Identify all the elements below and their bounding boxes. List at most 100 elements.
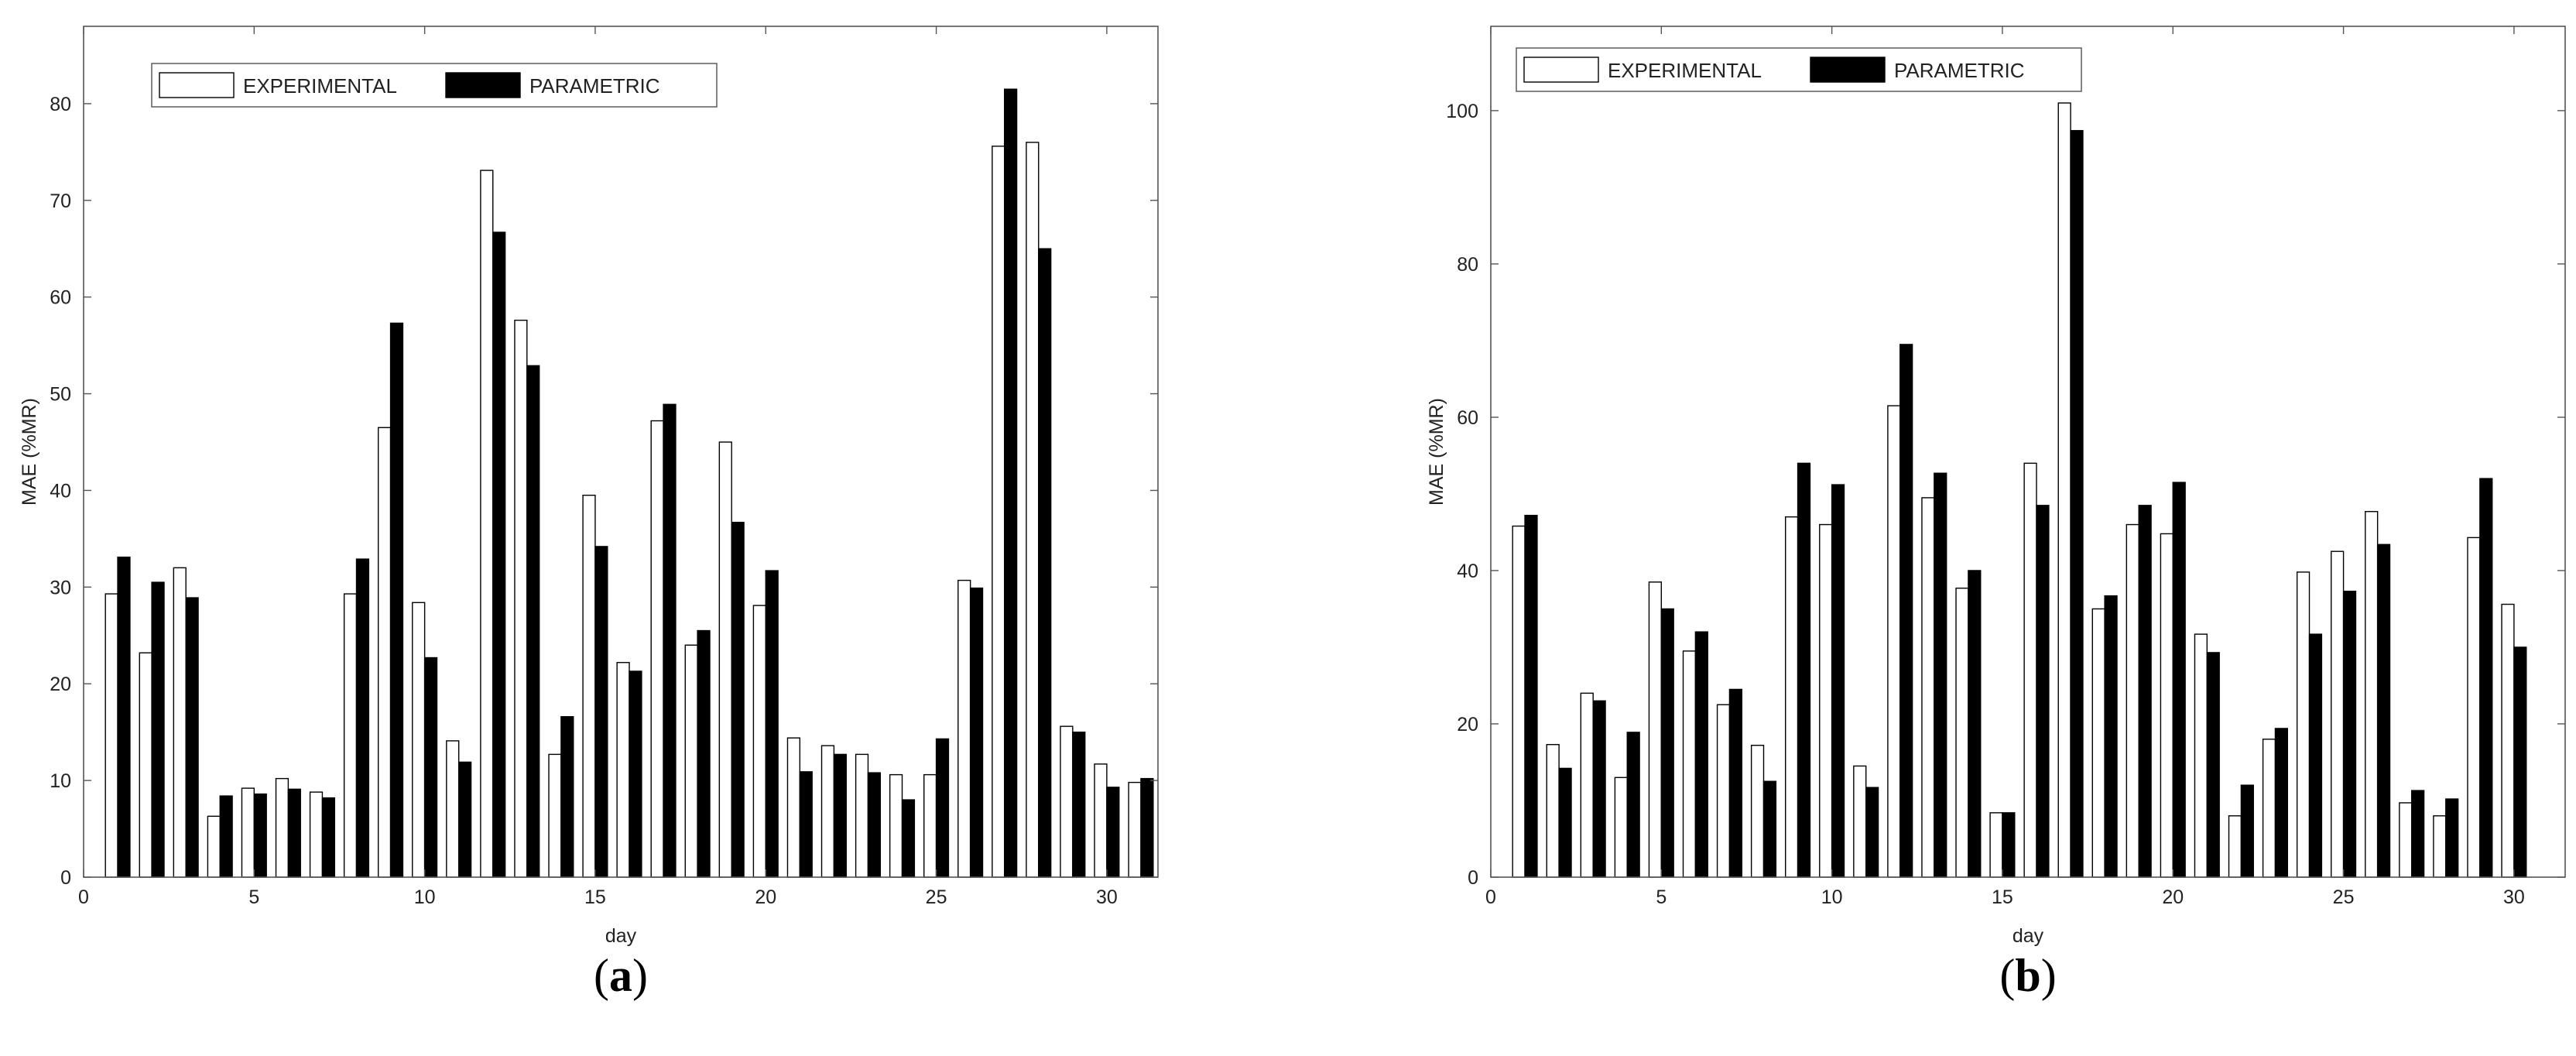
bar-experimental-17 (650, 420, 664, 878)
bar-experimental-6 (275, 777, 289, 878)
bar-parametric-25 (935, 738, 950, 878)
bar-parametric-26 (2376, 543, 2391, 878)
bar-experimental-9 (378, 427, 392, 878)
chart-panel-b: 0 5 10 15 20 25 30 0 20 40 60 80 100 day MAE (%MR) EXPE… (1426, 26, 2566, 1001)
bar-parametric-20 (2172, 482, 2186, 878)
bar-experimental-24 (2296, 571, 2311, 878)
bar-parametric-4 (219, 795, 233, 878)
bar-parametric-1 (1524, 514, 1538, 878)
y-tick-label: 100 (1446, 101, 1478, 122)
y-tick-label: 70 (50, 190, 71, 212)
bar-parametric-18 (2104, 595, 2118, 878)
bar-experimental-16 (616, 662, 630, 878)
bar-experimental-25 (923, 773, 937, 878)
bar-experimental-12 (1887, 405, 1901, 878)
bar-parametric-12 (492, 231, 506, 878)
bar-experimental-20 (2160, 533, 2174, 878)
bar-experimental-3 (1580, 692, 1594, 878)
y-tick-label: 0 (60, 867, 71, 889)
bar-parametric-16 (629, 670, 642, 878)
bars (104, 88, 1154, 878)
bar-experimental-8 (1750, 745, 1765, 878)
bar-experimental-23 (2262, 739, 2276, 878)
bar-experimental-9 (1785, 516, 1799, 878)
bar-experimental-13 (514, 319, 528, 878)
bar-experimental-5 (1648, 581, 1663, 878)
bar-parametric-14 (560, 715, 574, 878)
bar-experimental-6 (1682, 650, 1697, 878)
y-tick-label: 40 (1457, 561, 1478, 582)
x-tick-label: 30 (1096, 886, 1118, 908)
caption-letter: b (2015, 950, 2040, 1001)
bar-parametric-6 (1694, 631, 1708, 878)
bar-experimental-27 (2399, 802, 2413, 878)
plot-area-frame (83, 26, 1159, 878)
bar-experimental-1 (104, 593, 118, 878)
bar-experimental-3 (173, 567, 187, 878)
bar-parametric-28 (2445, 798, 2459, 878)
bar-parametric-2 (1558, 767, 1572, 878)
bar-experimental-30 (1094, 763, 1108, 878)
panel-caption: (b) (1999, 950, 2056, 1001)
bar-experimental-14 (1955, 588, 1969, 878)
bar-experimental-15 (582, 495, 596, 878)
bar-parametric-8 (355, 558, 370, 878)
bar-parametric-11 (458, 761, 472, 878)
x-tick-label: 15 (1992, 886, 2013, 908)
bar-experimental-7 (1716, 704, 1731, 878)
bar-experimental-26 (2365, 511, 2379, 878)
y-tick-label: 10 (50, 770, 71, 792)
x-tick-label: 10 (414, 886, 436, 908)
bar-experimental-10 (1819, 523, 1833, 878)
bar-experimental-2 (139, 652, 152, 878)
y-tick-label: 40 (50, 480, 71, 502)
bar-parametric-2 (151, 581, 165, 878)
bar-parametric-24 (2308, 633, 2323, 878)
x-tick-label: 0 (78, 886, 89, 908)
bar-experimental-11 (446, 740, 460, 878)
legend-label-parametric: PARAMETRIC (1894, 59, 2025, 82)
x-tick-label: 5 (248, 886, 259, 908)
bar-parametric-12 (1899, 344, 1913, 878)
x-tick-label: 15 (584, 886, 606, 908)
bar-parametric-17 (2070, 129, 2084, 878)
bar-parametric-7 (1728, 688, 1742, 878)
bar-experimental-17 (2057, 102, 2071, 878)
bar-parametric-29 (2479, 478, 2493, 878)
legend: EXPERIMENTAL PARAMETRIC (151, 63, 718, 108)
caption-paren-open: ( (594, 950, 609, 1001)
bar-parametric-27 (2411, 790, 2425, 878)
caption-paren-close: ) (632, 950, 648, 1001)
bar-parametric-13 (1934, 472, 1947, 878)
bar-parametric-16 (2036, 505, 2050, 878)
bar-experimental-22 (820, 745, 835, 878)
bar-parametric-10 (1831, 484, 1845, 878)
bar-parametric-30 (1106, 787, 1120, 878)
x-tick-label: 20 (755, 886, 776, 908)
caption-letter: a (609, 950, 632, 1001)
bar-experimental-2 (1546, 744, 1560, 878)
plot-area-frame (1490, 26, 2566, 878)
x-tick-label: 5 (1656, 886, 1667, 908)
legend-box (1516, 47, 2082, 92)
y-tick-label: 0 (1468, 867, 1478, 889)
bar-parametric-3 (185, 597, 199, 878)
legend-label-parametric: PARAMETRIC (529, 74, 660, 98)
bar-experimental-23 (855, 753, 869, 878)
legend-box (151, 63, 718, 108)
bar-experimental-28 (1026, 142, 1040, 878)
bars (1512, 102, 2527, 878)
bar-experimental-11 (1853, 765, 1867, 878)
legend-swatch-experimental (1523, 57, 1599, 83)
y-axis-label: MAE (%MR) (19, 398, 40, 506)
legend-swatch-parametric (445, 72, 521, 98)
x-axis-label: day (2012, 925, 2044, 947)
bar-parametric-17 (663, 403, 677, 878)
bar-experimental-1 (1512, 525, 1526, 878)
bar-experimental-14 (548, 753, 562, 878)
bar-experimental-20 (752, 605, 766, 878)
bar-parametric-27 (1004, 88, 1018, 878)
bar-parametric-24 (901, 799, 916, 878)
x-tick-label: 25 (2333, 886, 2355, 908)
